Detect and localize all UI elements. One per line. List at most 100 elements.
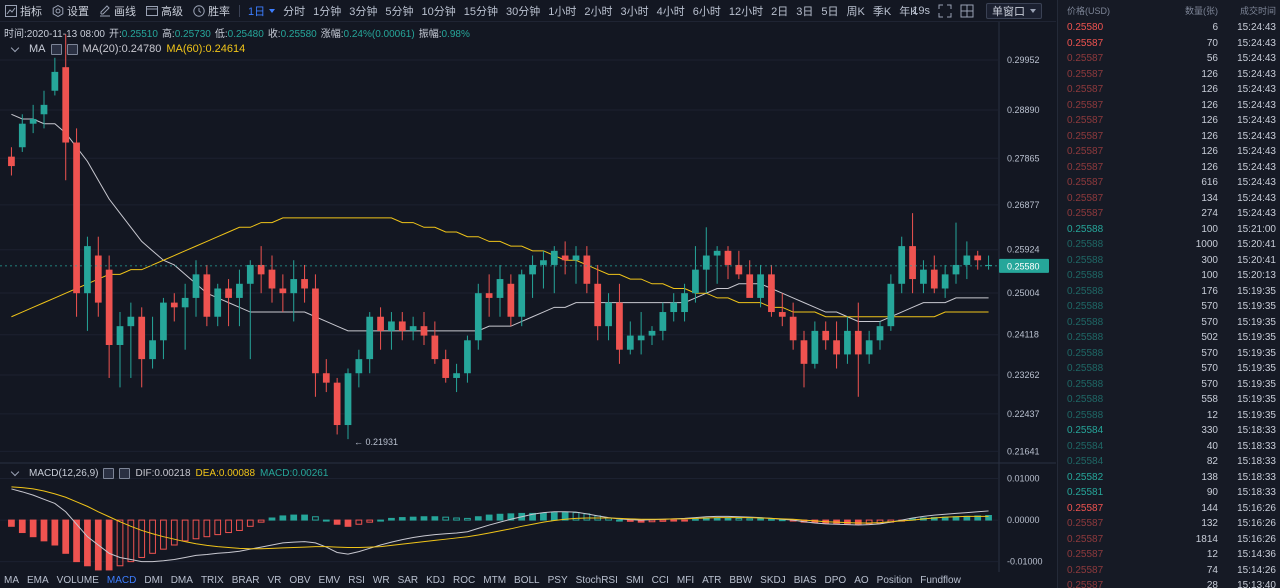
timeframe-5[interactable]: 10分钟 bbox=[418, 0, 460, 22]
candle-body bbox=[583, 255, 591, 284]
macd-axis-tick: 0.01000 bbox=[1007, 474, 1040, 484]
timeframe-12[interactable]: 6小时 bbox=[689, 0, 725, 22]
trade-row: 0.25587 126 15:24:43 bbox=[1058, 160, 1280, 176]
timeframe-14[interactable]: 2日 bbox=[767, 0, 792, 22]
timeframe-1[interactable]: 分时 bbox=[279, 0, 309, 22]
indicator-button[interactable]: 指标 bbox=[0, 0, 47, 22]
trade-row: 0.25587 1814 15:16:26 bbox=[1058, 532, 1280, 548]
draw-label: 画线 bbox=[114, 5, 136, 18]
candle-body bbox=[170, 302, 178, 308]
indicator-tab-kdj[interactable]: KDJ bbox=[426, 575, 446, 586]
indicator-tab-psy[interactable]: PSY bbox=[547, 575, 568, 586]
fullscreen-icon[interactable] bbox=[937, 3, 953, 19]
timeframe-9[interactable]: 2小时 bbox=[580, 0, 616, 22]
trade-row: 0.25587 132 15:16:26 bbox=[1058, 516, 1280, 532]
close-square-icon[interactable] bbox=[66, 43, 78, 55]
macd-histogram-bar bbox=[84, 519, 91, 567]
macd-histogram-bar bbox=[301, 514, 308, 521]
draw-button[interactable]: 画线 bbox=[94, 0, 141, 22]
indicator-tab-ema[interactable]: EMA bbox=[27, 575, 49, 586]
timeframe-8[interactable]: 1小时 bbox=[544, 0, 580, 22]
candle-body bbox=[724, 250, 732, 265]
timeframe-17[interactable]: 周K bbox=[843, 0, 869, 22]
indicator-tab-boll[interactable]: BOLL bbox=[514, 575, 540, 586]
indicator-tab-fundflow[interactable]: Fundflow bbox=[920, 575, 961, 586]
indicator-tab-vr[interactable]: VR bbox=[267, 575, 282, 586]
trade-price: 0.25587 bbox=[1067, 68, 1104, 80]
candle-body bbox=[388, 321, 395, 331]
settings-square-icon[interactable] bbox=[50, 43, 62, 55]
indicator-tab-mfi[interactable]: MFI bbox=[676, 575, 695, 586]
candle-body bbox=[616, 302, 623, 350]
indicator-tab-bias[interactable]: BIAS bbox=[793, 575, 817, 586]
macd-histogram-bar bbox=[355, 519, 363, 525]
macd-histogram-bar bbox=[203, 519, 211, 538]
timeframe-label: 3小时 bbox=[620, 5, 649, 18]
macd-histogram-bar bbox=[670, 519, 678, 522]
indicator-tab-smi[interactable]: SMI bbox=[625, 575, 644, 586]
trade-quantity: 558 bbox=[1201, 394, 1218, 406]
timeframe-13[interactable]: 12小时 bbox=[725, 0, 767, 22]
timeframe-6[interactable]: 15分钟 bbox=[460, 0, 502, 22]
indicator-tab-mtm[interactable]: MTM bbox=[483, 575, 507, 586]
timeframe-11[interactable]: 4小时 bbox=[653, 0, 689, 22]
timeframe-19[interactable]: 年K bbox=[895, 0, 921, 22]
indicator-tab-emv[interactable]: EMV bbox=[318, 575, 341, 586]
layout-icon[interactable] bbox=[959, 3, 975, 19]
indicator-tab-rsi[interactable]: RSI bbox=[348, 575, 365, 586]
low-value: 0.25480 bbox=[227, 29, 264, 40]
timeframe-label: 年K bbox=[899, 5, 918, 18]
macd-histogram-bar bbox=[659, 519, 667, 522]
candle-body bbox=[702, 255, 710, 270]
window-mode-select[interactable]: 单窗口 bbox=[986, 3, 1042, 19]
settings-button[interactable]: 设置 bbox=[47, 0, 94, 22]
timeframe-4[interactable]: 5分钟 bbox=[381, 0, 417, 22]
timeframe-3[interactable]: 3分钟 bbox=[345, 0, 381, 22]
settings-square-icon[interactable] bbox=[103, 467, 115, 479]
macd-histogram-bar bbox=[225, 519, 232, 534]
indicator-tab-wr[interactable]: WR bbox=[372, 575, 390, 586]
close-square-icon[interactable] bbox=[119, 467, 131, 479]
indicator-tab-dmi[interactable]: DMI bbox=[144, 575, 163, 586]
trade-row: 0.25587 134 15:24:43 bbox=[1058, 191, 1280, 207]
timeframe-7[interactable]: 30分钟 bbox=[502, 0, 544, 22]
timeframe-15[interactable]: 3日 bbox=[792, 0, 817, 22]
indicator-tab-ma[interactable]: MA bbox=[4, 575, 19, 586]
indicator-tab-sar[interactable]: SAR bbox=[397, 575, 419, 586]
trade-row: 0.25587 126 15:24:43 bbox=[1058, 113, 1280, 129]
price-chart[interactable]: ← 0.21931 0.29952 0.28890 0.27865 0.26877 0.… bbox=[0, 22, 1056, 572]
trade-quantity: 138 bbox=[1201, 471, 1218, 483]
collapse-chevron-icon[interactable] bbox=[10, 43, 20, 52]
indicator-tab-position[interactable]: Position bbox=[876, 575, 913, 586]
timeframe-2[interactable]: 1分钟 bbox=[309, 0, 345, 22]
indicator-tab-dpo[interactable]: DPO bbox=[824, 575, 847, 586]
timeframe-16[interactable]: 5日 bbox=[817, 0, 842, 22]
macd-histogram-bar bbox=[333, 519, 341, 525]
winrate-button[interactable]: 胜率 bbox=[188, 0, 235, 22]
trade-row: 0.25588 570 15:19:35 bbox=[1058, 346, 1280, 362]
indicator-tab-roc[interactable]: ROC bbox=[453, 575, 476, 586]
timeframe-0[interactable]: 1日 bbox=[244, 0, 279, 22]
advanced-button[interactable]: 高级 bbox=[141, 0, 188, 22]
indicator-tab-ao[interactable]: AO bbox=[854, 575, 869, 586]
indicator-tab-obv[interactable]: OBV bbox=[289, 575, 311, 586]
indicator-tab-volume[interactable]: VOLUME bbox=[56, 575, 99, 586]
macd-histogram-bar bbox=[105, 519, 113, 571]
trade-time: 15:18:33 bbox=[1237, 425, 1276, 437]
trade-history-header: 价格(USD) 数量(张) 成交时间 bbox=[1058, 0, 1280, 20]
indicator-tab-atr[interactable]: ATR bbox=[702, 575, 722, 586]
trade-row: 0.25587 74 15:14:26 bbox=[1058, 563, 1280, 579]
indicator-tab-trix[interactable]: TRIX bbox=[200, 575, 224, 586]
indicator-tab-macd[interactable]: MACD bbox=[106, 575, 137, 586]
indicator-tab-stochrsi[interactable]: StochRSI bbox=[575, 575, 618, 586]
candle-body bbox=[322, 373, 330, 383]
collapse-chevron-icon[interactable] bbox=[10, 467, 20, 476]
macd-histogram-bar bbox=[398, 517, 406, 521]
indicator-tab-bbw[interactable]: BBW bbox=[729, 575, 753, 586]
indicator-tab-dma[interactable]: DMA bbox=[170, 575, 193, 586]
indicator-tab-skdj[interactable]: SKDJ bbox=[760, 575, 786, 586]
timeframe-18[interactable]: 季K bbox=[869, 0, 895, 22]
indicator-tab-brar[interactable]: BRAR bbox=[231, 575, 260, 586]
indicator-tab-cci[interactable]: CCI bbox=[651, 575, 669, 586]
timeframe-10[interactable]: 3小时 bbox=[617, 0, 653, 22]
